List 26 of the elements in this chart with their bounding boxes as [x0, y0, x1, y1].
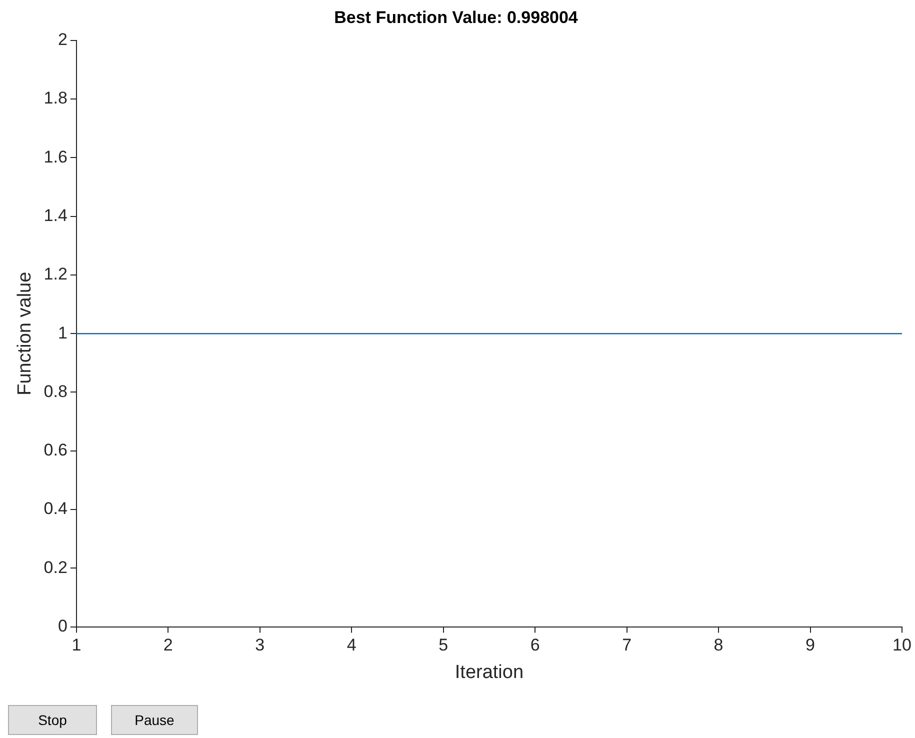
y-tick-label: 1.6 [44, 147, 68, 166]
y-tick-label: 1.8 [44, 88, 68, 108]
x-tick-label: 7 [622, 636, 632, 655]
x-tick-label: 10 [892, 636, 912, 655]
x-axis-title: Iteration [454, 662, 524, 683]
x-tick-label: 3 [255, 636, 265, 655]
x-tick-label: 2 [163, 636, 173, 655]
y-tick-label: 0 [58, 616, 68, 636]
chart-title: Best Function Value: 0.998004 [334, 8, 578, 27]
x-tick-label: 4 [346, 636, 356, 655]
y-tick-label: 0.6 [44, 440, 68, 460]
x-tick-label: 1 [72, 636, 82, 655]
y-tick-label: 1.2 [44, 264, 68, 284]
button: Stop [8, 705, 97, 735]
x-tick-label: 8 [714, 636, 724, 655]
y-axis-title: Function value [14, 272, 36, 396]
y-tick-label: 0.4 [44, 499, 68, 518]
x-tick-label: 5 [438, 636, 448, 655]
y-tick-label: 0.8 [44, 382, 68, 401]
button: Pause [111, 705, 198, 735]
y-tick-label: 1 [58, 323, 68, 342]
y-tick-label: 0.2 [44, 558, 68, 577]
x-tick-label: 6 [530, 636, 540, 655]
y-tick-label: 2 [58, 30, 68, 50]
x-tick-label: 9 [806, 636, 816, 655]
y-tick-label: 1.4 [44, 206, 68, 226]
